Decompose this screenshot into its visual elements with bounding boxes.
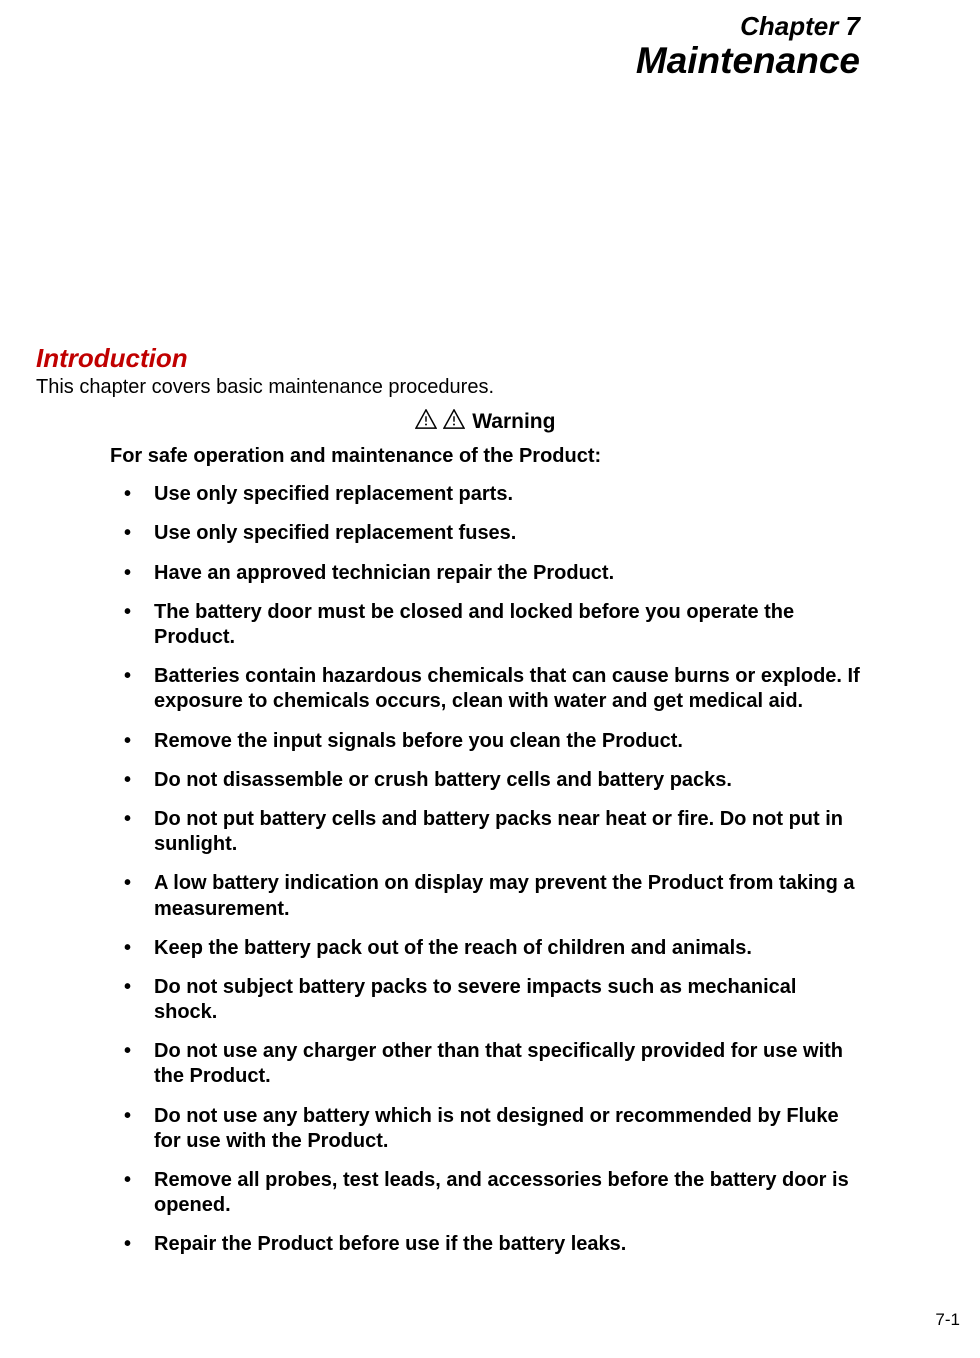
chapter-title: Maintenance: [40, 41, 860, 82]
warning-bullet-item: Batteries contain hazardous chemicals th…: [110, 664, 860, 714]
warning-bullet-item: Use only specified replacement fuses.: [110, 521, 860, 546]
warning-block: Warning For safe operation and maintenan…: [110, 409, 860, 1257]
warning-triangle-icon: [443, 409, 465, 435]
warning-bullet-item: Use only specified replacement parts.: [110, 482, 860, 507]
section-heading-introduction: Introduction: [36, 343, 940, 374]
warning-label: Warning: [472, 410, 555, 433]
intro-paragraph: This chapter covers basic maintenance pr…: [36, 376, 940, 399]
chapter-header: Chapter 7 Maintenance: [40, 12, 860, 81]
warning-bullet-item: A low battery indication on display may …: [110, 871, 860, 921]
warning-bullet-item: The battery door must be closed and lock…: [110, 600, 860, 650]
warning-bullet-item: Repair the Product before use if the bat…: [110, 1232, 860, 1257]
warning-bullet-item: Have an approved technician repair the P…: [110, 561, 860, 586]
warning-header: Warning: [110, 409, 860, 435]
warning-bullet-item: Do not put battery cells and battery pac…: [110, 807, 860, 857]
page-number: 7-1: [935, 1310, 960, 1330]
warning-bullet-item: Do not disassemble or crush battery cell…: [110, 768, 860, 793]
warning-intro-text: For safe operation and maintenance of th…: [110, 445, 860, 468]
chapter-number: Chapter 7: [40, 12, 860, 41]
warning-triangle-icon: [415, 409, 437, 435]
warning-bullet-item: Do not use any charger other than that s…: [110, 1039, 860, 1089]
warning-bullet-item: Do not use any battery which is not desi…: [110, 1104, 860, 1154]
warning-bullet-item: Do not subject battery packs to severe i…: [110, 975, 860, 1025]
warning-bullet-list: Use only specified replacement parts. Us…: [110, 482, 860, 1257]
warning-bullet-item: Remove the input signals before you clea…: [110, 729, 860, 754]
warning-bullet-item: Keep the battery pack out of the reach o…: [110, 936, 860, 961]
warning-bullet-item: Remove all probes, test leads, and acces…: [110, 1168, 860, 1218]
